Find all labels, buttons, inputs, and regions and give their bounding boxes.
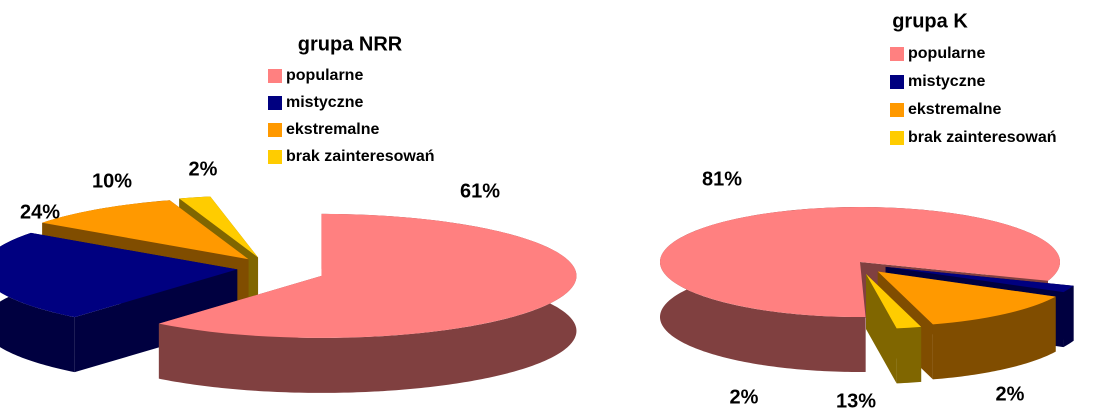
value-label: 10% — [92, 170, 132, 192]
legend-label: brak zainteresowań — [908, 129, 1057, 146]
value-label: 2% — [730, 386, 759, 408]
legend-swatch — [890, 131, 904, 145]
legend-swatch — [268, 150, 282, 164]
slice-top — [877, 271, 1056, 325]
value-label: 2% — [996, 383, 1025, 405]
legend-swatch — [890, 103, 904, 117]
slice-top — [179, 196, 259, 258]
slice — [877, 271, 1056, 380]
legend-label: mistyczne — [286, 94, 363, 111]
slice-top — [42, 200, 249, 260]
slice-top — [0, 232, 238, 318]
legend-title: grupa NRR — [298, 33, 403, 55]
value-label: 24% — [20, 201, 60, 223]
legend-label: popularne — [286, 67, 363, 84]
slice — [0, 232, 238, 373]
legend-label: popularne — [908, 45, 985, 62]
slice-wall — [866, 274, 897, 384]
value-label: 13% — [836, 390, 876, 412]
slice-top — [659, 206, 1060, 317]
value-label: 81% — [702, 168, 742, 190]
legend-label: ekstremalne — [286, 121, 379, 138]
slice-side — [896, 326, 922, 384]
legend-label: mistyczne — [908, 73, 985, 90]
legend-swatch — [268, 123, 282, 137]
legend-swatch — [268, 96, 282, 110]
slice-side — [932, 296, 1056, 380]
legend-swatch — [268, 69, 282, 83]
slice — [158, 213, 577, 393]
slice-top — [158, 213, 577, 338]
legend-swatch — [890, 75, 904, 89]
slice-side — [1063, 285, 1074, 348]
value-label: 61% — [460, 180, 500, 202]
slice-top — [866, 274, 922, 329]
slice-top — [885, 266, 1074, 293]
slice — [866, 274, 922, 384]
legend-label: ekstremalne — [908, 101, 1001, 118]
legend-title: grupa K — [892, 10, 968, 32]
legend-swatch — [890, 47, 904, 61]
legend-label: brak zainteresowań — [286, 148, 435, 165]
value-label: 2% — [189, 158, 218, 180]
